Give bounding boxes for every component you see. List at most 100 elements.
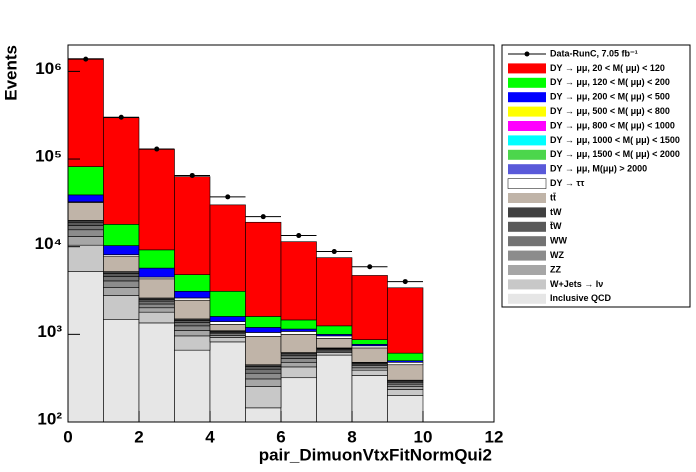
- bar-segment: [316, 338, 353, 349]
- x-tick-label: 8: [347, 427, 356, 446]
- legend-swatch: [508, 149, 546, 160]
- bar-segment: [174, 322, 211, 327]
- bar-segment: [103, 319, 140, 423]
- bar-segment: [174, 176, 211, 275]
- bar-segment: [174, 299, 211, 320]
- bar-segment: [387, 383, 424, 387]
- bar-segment: [387, 361, 424, 366]
- legend-swatch: [508, 106, 546, 117]
- bar-segment: [67, 244, 104, 272]
- data-point: [225, 194, 231, 200]
- x-tick-label: 6: [276, 427, 285, 446]
- x-tick-label: 2: [134, 427, 143, 446]
- legend-label: WZ: [550, 250, 564, 260]
- data-point: [83, 56, 89, 62]
- bar-segment: [103, 287, 140, 296]
- bar-segment: [67, 58, 104, 167]
- legend-label: Inclusive QCD: [550, 293, 612, 303]
- bar-segment: [103, 117, 140, 225]
- x-tick-label: 12: [485, 427, 504, 446]
- legend-swatch: [508, 250, 546, 261]
- bar-segment: [138, 149, 175, 251]
- legend-label: WW: [550, 236, 567, 246]
- bar-segment: [280, 377, 317, 423]
- bar-segment: [138, 322, 175, 423]
- legend-label: DY → μμ, 200 < M( μμ) < 500: [550, 92, 670, 102]
- x-axis-label: pair_DimuonVtxFitNormQui2: [259, 445, 492, 464]
- data-point: [118, 114, 124, 120]
- bar-segment: [280, 358, 317, 363]
- data-point: [154, 146, 160, 152]
- legend-swatch: [508, 265, 546, 275]
- bar-segment: [387, 364, 424, 381]
- bar-segment: [103, 273, 140, 277]
- bar-segment: [209, 337, 246, 343]
- bar-segment: [138, 278, 175, 299]
- legend-box: [501, 44, 691, 308]
- bar-segment: [387, 352, 424, 362]
- x-tick-label: 10: [414, 427, 433, 446]
- legend-label: DY → μμ, 1500 < M( μμ) < 2000: [550, 149, 680, 159]
- y-tick-label: 10²: [37, 409, 62, 428]
- legend-swatch: [508, 135, 546, 146]
- bar-segment: [316, 335, 353, 339]
- bar-segment: [174, 320, 211, 323]
- bar-segment: [174, 335, 211, 351]
- bar-segment: [67, 229, 104, 237]
- legend-label: DY → μμ, 120 < M( μμ) < 200: [550, 77, 670, 87]
- data-point: [189, 172, 195, 178]
- legend-label: DY → μμ, 20 < M( μμ) < 120: [550, 63, 665, 73]
- bar-segment: [103, 295, 140, 320]
- legend-swatch: [508, 279, 546, 290]
- bar-segment: [209, 335, 246, 338]
- bar-segment: [387, 386, 424, 390]
- bar-segment: [209, 316, 246, 322]
- bar-segment: [103, 271, 140, 274]
- bar-segment: [138, 300, 175, 305]
- legend-label: DY → μμ, 800 < M( μμ) < 1000: [550, 120, 675, 130]
- bar-segment: [316, 257, 353, 327]
- legend-label: DY → ττ: [550, 178, 584, 188]
- legend-label: t̄W: [549, 221, 562, 231]
- bar-segment: [351, 339, 388, 345]
- legend-swatch: [508, 63, 546, 74]
- bar-segment: [245, 332, 282, 337]
- bar-segment: [67, 271, 104, 423]
- bar-segment: [351, 275, 388, 340]
- legend-swatch: [507, 178, 547, 189]
- bar-segment: [280, 319, 317, 330]
- bar-segment: [351, 365, 388, 369]
- bar-segment: [67, 236, 104, 246]
- legend-swatch: [508, 121, 546, 131]
- legend-label: Data-RunC, 7.05 fb⁻¹: [550, 48, 638, 58]
- bar-segment: [103, 245, 140, 256]
- bar-segment: [209, 204, 246, 292]
- bar-segment: [67, 221, 104, 226]
- bar-segment: [316, 325, 353, 335]
- data-point: [367, 264, 373, 270]
- bar-segment: [245, 366, 282, 370]
- data-point: [402, 279, 408, 285]
- legend-swatch: [508, 193, 546, 203]
- legend-swatch: [508, 77, 546, 88]
- legend-swatch: [508, 236, 546, 247]
- y-tick-label: 10⁴: [35, 234, 62, 253]
- bar-segment: [138, 303, 175, 309]
- bar-segment: [245, 407, 282, 423]
- bar-segment: [245, 327, 282, 333]
- bar-segment: [103, 255, 140, 272]
- legend-swatch: [508, 92, 546, 103]
- bar-segment: [316, 352, 353, 356]
- bar-segment: [67, 225, 104, 231]
- legend-label: tt̄: [550, 192, 556, 202]
- bar-segment: [387, 287, 424, 354]
- legend-label: DY → μμ, 500 < M( μμ) < 800: [550, 106, 670, 116]
- bar-segment: [209, 324, 246, 332]
- bar-segment: [280, 355, 317, 359]
- bar-segment: [351, 375, 388, 423]
- y-tick-label: 10⁵: [35, 147, 62, 166]
- bar-segment: [174, 274, 211, 292]
- bar-segment: [174, 297, 211, 301]
- bar-segment: [174, 290, 211, 299]
